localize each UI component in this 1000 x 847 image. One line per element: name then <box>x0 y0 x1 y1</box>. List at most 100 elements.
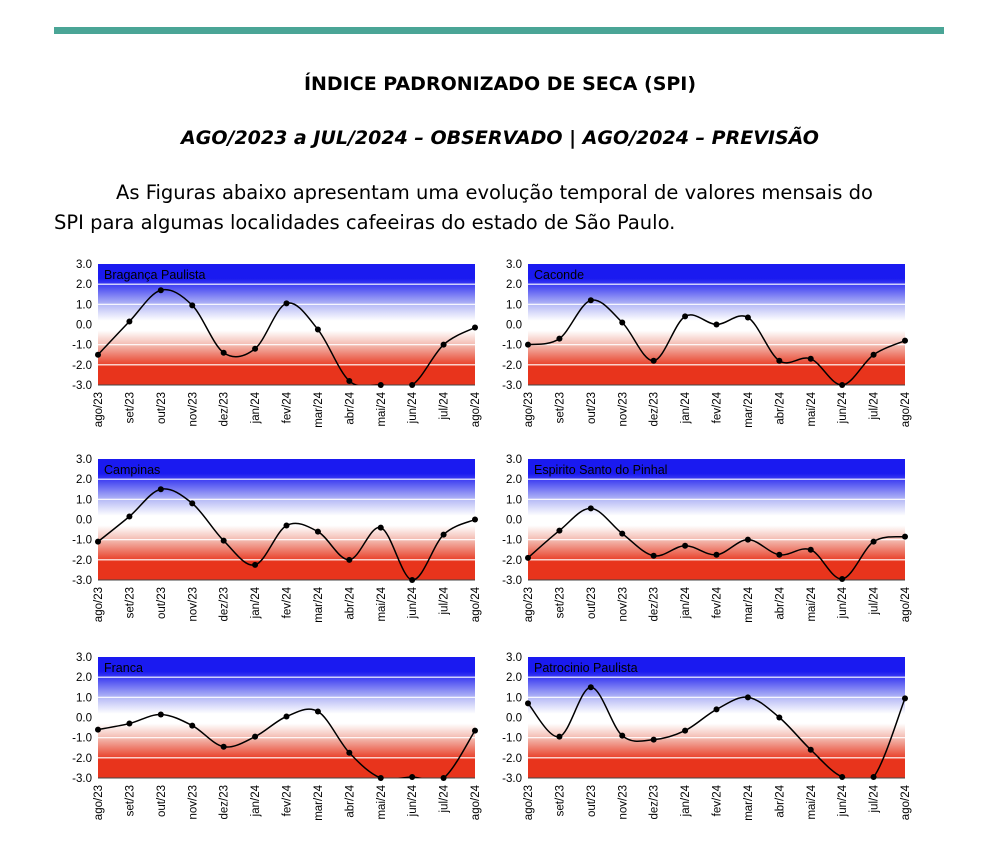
x-tick-label: fev/24 <box>282 586 294 618</box>
data-point <box>682 542 689 549</box>
chart-title-franca: Franca <box>104 661 143 675</box>
data-point <box>377 524 384 531</box>
data-point <box>650 736 657 743</box>
x-tick-label: jan/24 <box>250 784 262 817</box>
x-tick-label: dez/23 <box>219 587 231 622</box>
x-tick-label: nov/23 <box>187 587 199 622</box>
y-tick-label: 2.0 <box>76 279 92 291</box>
data-point <box>807 355 814 362</box>
x-tick-label: ago/24 <box>900 784 912 820</box>
data-point <box>713 551 720 558</box>
x-tick-label: dez/23 <box>219 392 231 427</box>
y-tick-label: 2.0 <box>76 474 92 486</box>
x-tick-label: mai/24 <box>806 391 818 426</box>
data-point <box>525 341 531 348</box>
data-point <box>556 733 563 740</box>
y-tick-label: 2.0 <box>506 672 522 684</box>
data-point <box>377 382 384 388</box>
y-tick-label: -1.0 <box>502 535 522 547</box>
data-point <box>587 684 594 691</box>
x-tick-label: fev/24 <box>282 391 294 423</box>
x-tick-label: ago/23 <box>523 392 535 427</box>
data-point <box>619 530 626 537</box>
x-tick-label: abr/24 <box>344 586 356 619</box>
data-point <box>839 773 846 780</box>
chart-title-campinas: Campinas <box>104 463 160 477</box>
x-tick-label: mai/24 <box>376 586 388 621</box>
data-point <box>525 700 531 707</box>
y-tick-label: -2.0 <box>502 555 522 567</box>
x-tick-label: dez/23 <box>219 785 231 820</box>
y-tick-label: 0.0 <box>506 320 522 332</box>
data-point <box>902 337 908 344</box>
x-tick-label: jan/24 <box>250 586 262 619</box>
y-tick-label: 1.0 <box>506 299 522 311</box>
y-tick-label: -3.0 <box>502 575 522 587</box>
x-tick-label: jun/24 <box>407 586 419 619</box>
y-tick-label: -3.0 <box>502 773 522 785</box>
intro-paragraph: As Figuras abaixo apresentam uma evoluçã… <box>54 178 944 238</box>
chart-title-espirito-santo-do-pinhal: Espirito Santo do Pinhal <box>534 463 667 477</box>
y-tick-label: -1.0 <box>502 733 522 745</box>
data-point <box>556 335 563 342</box>
x-tick-label: jun/24 <box>837 586 849 619</box>
y-tick-label: -3.0 <box>72 773 92 785</box>
data-point <box>807 746 814 753</box>
x-tick-label: fev/24 <box>282 784 294 816</box>
data-point <box>902 533 908 540</box>
data-point <box>95 726 101 733</box>
data-point <box>283 713 290 720</box>
data-point <box>157 711 164 718</box>
data-point <box>902 695 908 702</box>
data-point <box>95 538 101 545</box>
x-tick-label: abr/24 <box>774 391 786 424</box>
data-point <box>377 775 384 781</box>
data-point <box>807 546 814 553</box>
x-tick-label: nov/23 <box>617 392 629 427</box>
data-point <box>409 577 416 583</box>
x-tick-label: fev/24 <box>712 784 724 816</box>
data-point <box>870 351 877 358</box>
x-tick-label: mar/24 <box>313 586 325 622</box>
x-tick-label: ago/23 <box>523 785 535 820</box>
top-rule <box>54 27 944 34</box>
data-point <box>776 714 783 721</box>
x-tick-label: mar/24 <box>743 391 755 427</box>
data-point <box>650 357 657 364</box>
data-point <box>220 743 227 750</box>
x-tick-label: set/23 <box>554 785 566 816</box>
data-point <box>346 377 353 384</box>
x-tick-label: jan/24 <box>680 784 692 817</box>
data-point <box>440 775 447 781</box>
data-point <box>95 351 101 358</box>
y-tick-label: 3.0 <box>76 652 92 664</box>
x-tick-label: ago/24 <box>900 586 912 622</box>
data-point <box>157 486 164 493</box>
x-tick-label: dez/23 <box>649 785 661 820</box>
y-tick-label: -1.0 <box>72 535 92 547</box>
x-tick-label: jul/24 <box>439 784 451 813</box>
x-tick-label: abr/24 <box>774 784 786 817</box>
page-subtitle: AGO/2023 a JUL/2024 – OBSERVADO | AGO/20… <box>181 127 819 149</box>
chart-title-caconde: Caconde <box>534 268 584 282</box>
data-point <box>252 561 259 568</box>
data-point <box>157 287 164 294</box>
x-tick-label: mai/24 <box>376 784 388 819</box>
data-point <box>587 297 594 304</box>
x-tick-label: nov/23 <box>617 785 629 820</box>
data-point <box>682 727 689 734</box>
y-tick-label: -2.0 <box>502 753 522 765</box>
x-tick-label: jul/24 <box>439 391 451 420</box>
data-point <box>776 551 783 558</box>
x-tick-label: set/23 <box>124 785 136 816</box>
x-tick-label: mar/24 <box>313 391 325 427</box>
x-tick-label: out/23 <box>586 587 598 619</box>
x-tick-label: abr/24 <box>344 784 356 817</box>
x-tick-label: mai/24 <box>806 586 818 621</box>
data-point <box>283 522 290 529</box>
y-tick-label: -3.0 <box>72 380 92 392</box>
x-tick-label: mar/24 <box>743 784 755 820</box>
